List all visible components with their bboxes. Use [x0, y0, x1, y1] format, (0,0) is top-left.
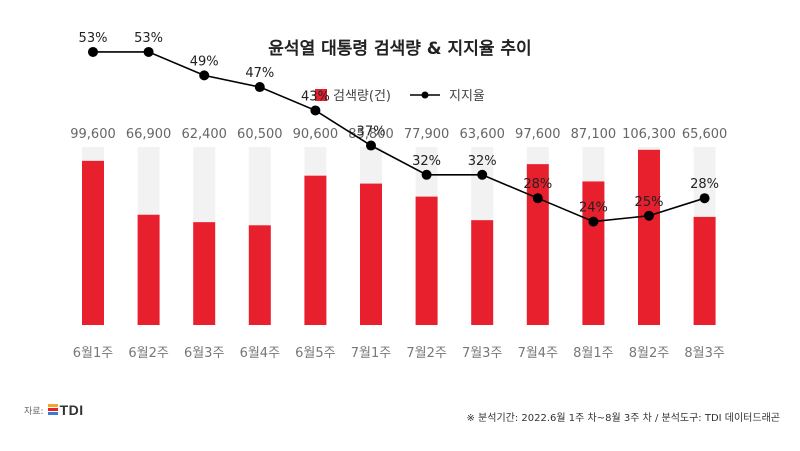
- approval-point: [588, 216, 599, 227]
- bar: [82, 160, 104, 325]
- bar: [526, 164, 549, 325]
- approval-labels: 53% 53% 49% 47% 43% 37% 32% 32% 28% 24% 25% 28%: [79, 31, 720, 216]
- bar-value-label: 97,600: [515, 127, 561, 142]
- chart-title: 윤석열 대통령 검색량 & 지지율 추이: [268, 38, 531, 59]
- approval-point: [532, 193, 543, 204]
- approval-point: [699, 193, 710, 204]
- approval-point: [366, 140, 376, 151]
- legend-bar-swatch: [315, 89, 327, 101]
- approval-point: [143, 46, 154, 57]
- bar-value-label: 60,500: [237, 127, 283, 142]
- approval-label: 53%: [134, 31, 163, 46]
- bar-value-label: 99,600: [70, 127, 116, 142]
- source-label: 자료:: [24, 406, 44, 417]
- footnote: ※ 분석기간: 2022.6월 1주 차~8월 3주 차 / 분석도구: TDI…: [466, 413, 781, 424]
- x-tick-label: 7월1주: [351, 346, 392, 361]
- x-tick-label: 6월4주: [240, 346, 281, 361]
- bar: [582, 181, 605, 325]
- legend: 검색량(건) 지지율: [315, 89, 485, 104]
- approval-label: 53%: [79, 31, 108, 46]
- approval-line: [93, 51, 705, 223]
- x-tick-label: 7월3주: [462, 346, 503, 361]
- bar: [638, 149, 660, 325]
- approval-label: 24%: [579, 201, 608, 216]
- bar: [304, 175, 327, 325]
- approval-label: 32%: [468, 154, 497, 169]
- bar-value-label: 77,900: [404, 127, 450, 142]
- approval-point: [88, 46, 98, 57]
- bar-value-label: 87,100: [571, 127, 617, 142]
- bar-tracks: [82, 147, 716, 325]
- legend-line-marker: [421, 91, 429, 99]
- approval-label: 32%: [412, 154, 441, 169]
- approval-point: [199, 70, 210, 81]
- approval-point: [310, 105, 321, 116]
- approval-label: 28%: [523, 177, 552, 192]
- approval-point: [477, 169, 488, 180]
- tdi-logo-icon: [47, 404, 58, 416]
- bar: [360, 183, 382, 325]
- x-tick-label: 8월1주: [573, 346, 614, 361]
- source: 자료: TDI: [24, 402, 84, 418]
- approval-point: [254, 82, 265, 93]
- bar-value-labels: 99,600 66,900 62,400 60,500 90,600 85,800 77,9…: [70, 127, 727, 142]
- bar-value-label: 65,600: [682, 127, 728, 142]
- approval-label: 25%: [635, 195, 664, 210]
- bar-value-label: 106,300: [622, 127, 676, 142]
- bar: [471, 220, 494, 325]
- bars: [82, 149, 716, 325]
- bar-value-label: 90,600: [293, 127, 339, 142]
- tdi-logo: TDI: [47, 402, 84, 418]
- x-tick-label: 7월4주: [518, 346, 559, 361]
- bar-value-label: 63,600: [459, 127, 505, 142]
- tdi-logo-text: TDI: [59, 402, 84, 418]
- approval-points: [88, 46, 710, 227]
- bar-value-label: 66,900: [126, 127, 172, 142]
- approval-label: 47%: [245, 66, 274, 81]
- legend-line-label: 지지율: [449, 89, 485, 104]
- approval-label: 49%: [190, 54, 219, 69]
- bar: [693, 216, 716, 325]
- x-tick-label: 8월2주: [629, 346, 670, 361]
- approval-label: 37%: [357, 125, 386, 140]
- bar-value-label: 62,400: [181, 127, 227, 142]
- approval-label: 43%: [301, 89, 330, 104]
- approval-point: [644, 210, 654, 221]
- bar: [248, 225, 271, 325]
- x-tick-label: 7월2주: [406, 346, 447, 361]
- x-tick-label: 6월1주: [73, 346, 114, 361]
- approval-label: 28%: [690, 177, 719, 192]
- approval-line-path: [93, 51, 705, 223]
- bar: [137, 214, 160, 325]
- x-tick-label: 8월3주: [684, 346, 725, 361]
- x-tick-label: 6월2주: [128, 346, 169, 361]
- approval-point: [421, 169, 432, 180]
- legend-bar-label: 검색량(건): [333, 89, 391, 104]
- x-tick-label: 6월5주: [295, 346, 336, 361]
- x-tick-label: 6월3주: [184, 346, 225, 361]
- x-axis-labels: 6월1주 6월2주 6월3주 6월4주 6월5주 7월1주 7월2주 7월3주 7월4주 8월1주…: [73, 346, 725, 361]
- bar: [415, 196, 438, 325]
- bar: [193, 222, 216, 325]
